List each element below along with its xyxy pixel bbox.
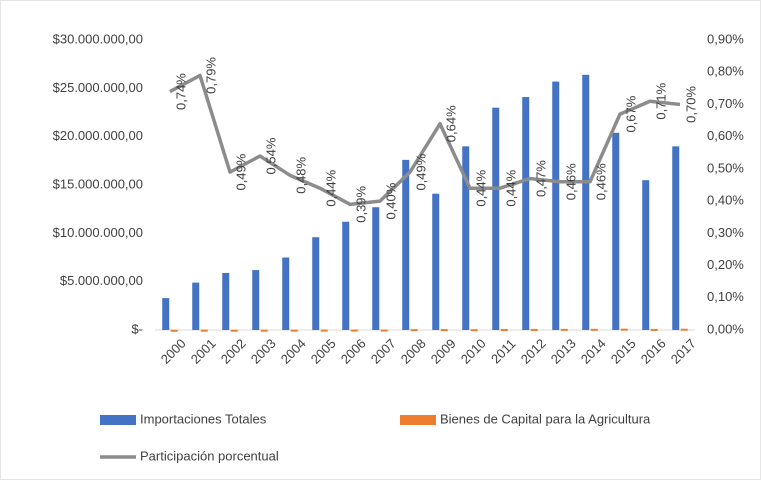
legend-label: Importaciones Totales (140, 411, 267, 426)
y2-tick-label: 0,30% (707, 225, 744, 240)
data-label: 0,40% (383, 182, 398, 219)
y-tick-label: $10.000.000,00 (53, 225, 143, 240)
bar (530, 328, 538, 331)
data-label: 0,47% (533, 160, 548, 197)
y2-tick-label: 0,70% (707, 96, 744, 111)
y2-tick-label: 0,00% (707, 321, 744, 336)
data-label: 0,49% (233, 153, 248, 190)
data-label: 0,54% (263, 137, 278, 174)
bar (170, 329, 178, 332)
bar (440, 329, 448, 332)
bar (612, 132, 620, 330)
data-label: 0,71% (653, 82, 668, 119)
y-tick-label: $20.000.000,00 (53, 128, 143, 143)
y-tick-label: $30.000.000,00 (53, 31, 143, 46)
bar (470, 329, 478, 332)
bar (320, 329, 328, 332)
data-label: 0,79% (203, 57, 218, 94)
line (169, 73, 681, 207)
bar (552, 81, 560, 330)
data-label: 0,70% (683, 86, 698, 123)
bar (350, 329, 358, 332)
bar (642, 180, 650, 330)
data-label: 0,44% (473, 169, 488, 206)
bar (282, 257, 290, 330)
legend-swatch (400, 415, 436, 425)
data-label: 0,39% (353, 185, 368, 222)
bar (560, 328, 568, 331)
bar (462, 146, 470, 330)
bar (402, 159, 410, 330)
bar (192, 282, 200, 330)
legend-swatch (100, 415, 136, 425)
bar (492, 107, 500, 331)
y2-tick-label: 0,50% (707, 160, 744, 175)
y2-tick-label: 0,80% (707, 64, 744, 79)
y2-tick-label: 0,20% (707, 257, 744, 272)
bar (620, 328, 628, 331)
bar (372, 207, 380, 330)
y-tick-label: $- (131, 321, 143, 336)
bar (312, 237, 320, 330)
bar (500, 329, 508, 332)
legend-label: Participación porcentual (140, 448, 279, 463)
bar (410, 329, 418, 332)
y-tick-label: $5.000.000,00 (60, 273, 143, 288)
y2-tick-label: 0,10% (707, 289, 744, 304)
y2-tick-label: 0,40% (707, 193, 744, 208)
data-label: 0,49% (413, 153, 428, 190)
data-label: 0,44% (323, 169, 338, 206)
bar (432, 193, 440, 330)
y-tick-label: $15.000.000,00 (53, 176, 143, 191)
y-tick-label: $25.000.000,00 (53, 80, 143, 95)
bar (260, 329, 268, 332)
data-label: 0,46% (593, 163, 608, 200)
bar (252, 270, 260, 330)
data-label: 0,44% (503, 169, 518, 206)
data-label: 0,74% (173, 73, 188, 110)
bar (650, 328, 658, 331)
bar (680, 328, 688, 331)
bar (342, 221, 350, 330)
bar (200, 329, 208, 332)
bar (522, 97, 530, 331)
bar (290, 329, 298, 332)
bar (380, 329, 388, 332)
data-label: 0,67% (623, 95, 638, 132)
bar (590, 328, 598, 331)
y2-tick-label: 0,60% (707, 128, 744, 143)
data-label: 0,48% (293, 156, 308, 193)
bar (582, 74, 590, 330)
bar (672, 146, 680, 330)
bar (222, 272, 230, 330)
data-label: 0,46% (563, 163, 578, 200)
bar (162, 298, 170, 330)
y2-tick-label: 0,90% (707, 31, 744, 46)
bar (230, 329, 238, 332)
data-label: 0,64% (443, 105, 458, 142)
legend-label: Bienes de Capital para la Agricultura (440, 411, 651, 426)
